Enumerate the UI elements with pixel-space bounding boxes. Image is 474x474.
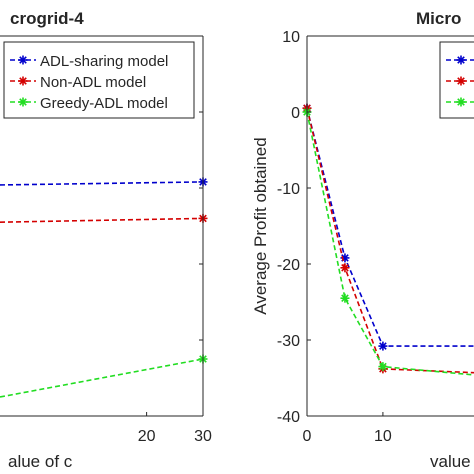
right-y-tick-label: -20 — [277, 257, 300, 274]
right-legend — [439, 41, 474, 119]
right-legend-marker — [456, 97, 466, 107]
right-x-tick-label: 10 — [374, 428, 392, 445]
right-y-tick-label: 0 — [291, 105, 300, 122]
right-series-marker — [378, 362, 388, 372]
right-series-line — [306, 108, 474, 347]
right-y-tick-label: -40 — [277, 409, 300, 426]
left-x-tick-label: 20 — [138, 428, 156, 445]
right-chart-title: Micro — [416, 9, 461, 28]
left-series-line — [0, 181, 204, 186]
right-x-axis-label: value — [430, 452, 471, 471]
left-legend-label: Greedy-ADL model — [40, 95, 168, 112]
right-y-tick-label: -10 — [277, 181, 300, 198]
left-chart: crogrid-4 20 30 alue of c ADL-sharing mod… — [0, 9, 212, 471]
left-legend-label: Non-ADL model — [40, 74, 146, 91]
left-legend: ADL-sharing model Non-ADL model Greedy-ADL… — [3, 41, 195, 119]
left-chart-marks — [0, 177, 208, 398]
right-legend-marker — [456, 55, 466, 65]
right-series-line — [306, 108, 474, 374]
left-x-axis-label: alue of c — [8, 452, 73, 471]
right-chart-marks — [302, 103, 474, 376]
right-series-marker — [340, 263, 350, 273]
left-legend-marker — [18, 97, 28, 107]
left-series-line — [0, 358, 204, 398]
right-legend-marker — [456, 76, 466, 86]
right-series-line — [306, 111, 474, 376]
left-legend-label: ADL-sharing model — [40, 53, 168, 70]
left-series-line — [0, 217, 204, 223]
right-y-tick-label: -30 — [277, 333, 300, 350]
left-chart-axes: 20 30 — [0, 35, 212, 445]
right-chart-axes: 100-10-20-30-400 10 — [277, 29, 474, 445]
right-x-tick-label: 0 — [303, 428, 312, 445]
left-x-tick-label: 30 — [194, 428, 212, 445]
left-legend-marker — [18, 76, 28, 86]
right-series-marker — [378, 341, 388, 351]
left-legend-box — [3, 41, 195, 119]
right-y-tick-label: 10 — [282, 29, 300, 46]
right-y-axis-label: Average Profit obtained — [251, 137, 270, 314]
right-legend-box — [439, 41, 474, 119]
left-legend-marker — [18, 55, 28, 65]
left-chart-title: crogrid-4 — [10, 9, 84, 28]
right-series-marker — [340, 293, 350, 303]
right-chart: Micro 100-10-20-30-400 10 Average Profit … — [251, 9, 474, 471]
